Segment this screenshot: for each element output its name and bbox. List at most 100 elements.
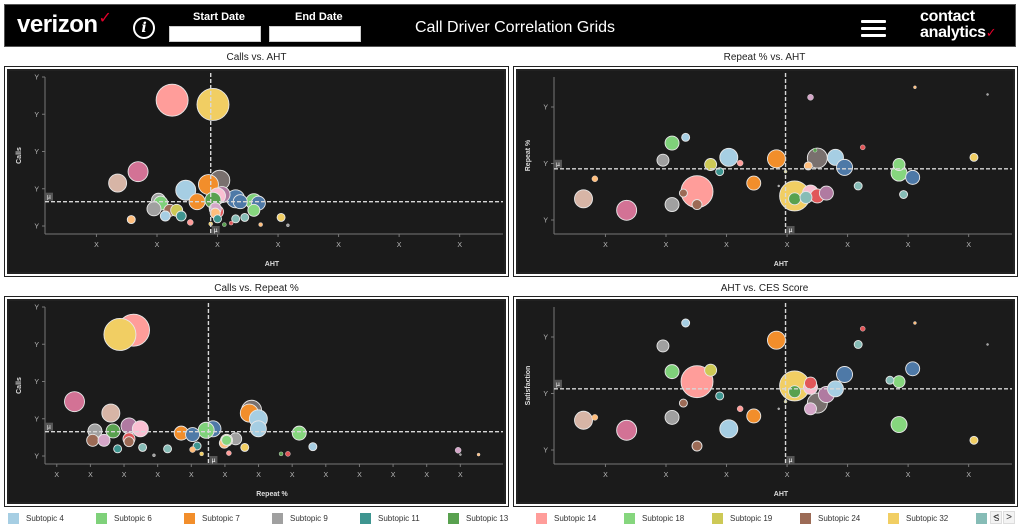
legend-item[interactable]: Subtopic 13 [448, 513, 508, 524]
bubble-point[interactable] [892, 158, 906, 171]
bubble-point[interactable] [836, 158, 854, 176]
bubble-point[interactable] [163, 444, 173, 454]
bubble-point[interactable] [827, 380, 844, 398]
bubble-point[interactable] [185, 427, 201, 443]
bubble-point[interactable] [197, 421, 215, 439]
bubble-point[interactable] [807, 94, 814, 101]
bubble-point[interactable] [123, 436, 135, 448]
bubble-point[interactable] [691, 199, 703, 211]
bubble-point[interactable] [454, 447, 462, 454]
chart-repeat-vs-aht[interactable]: Y Y Y X X X X X X X AHT Repeat % μ μ [514, 67, 1017, 276]
bubble-point[interactable] [664, 135, 680, 151]
bubble-point[interactable] [459, 453, 462, 456]
bubble-point[interactable] [913, 85, 917, 89]
bubble-point[interactable] [803, 161, 813, 171]
bubble-point[interactable] [767, 330, 786, 350]
bubble-point[interactable] [291, 425, 307, 441]
legend-item[interactable]: Subtopic 24 [800, 513, 860, 524]
bubble-point[interactable] [804, 402, 817, 416]
bubble-point[interactable] [704, 158, 718, 171]
bubble-point[interactable] [131, 420, 149, 438]
bubble-point[interactable] [231, 214, 241, 224]
bubble-point[interactable] [890, 416, 908, 433]
bubble-point[interactable] [175, 179, 197, 201]
bubble-point[interactable] [860, 326, 866, 332]
bubble-point[interactable] [746, 175, 762, 191]
info-icon[interactable]: i [133, 17, 155, 39]
bubble-point[interactable] [715, 167, 725, 177]
bubble-point[interactable] [247, 203, 261, 217]
legend-item[interactable]: Subtopic 14 [536, 513, 596, 524]
bubble-point[interactable] [885, 375, 895, 385]
bubble-point[interactable] [736, 159, 744, 167]
bubble-point[interactable] [103, 318, 137, 351]
bubble-point[interactable] [664, 364, 680, 380]
bubble-point[interactable] [656, 153, 670, 167]
bubble-point[interactable] [853, 340, 863, 349]
bubble-point[interactable] [155, 83, 189, 117]
bubble-point[interactable] [476, 452, 481, 457]
bubble-point[interactable] [187, 219, 194, 226]
bubble-point[interactable] [240, 442, 250, 452]
bubble-point[interactable] [804, 376, 817, 390]
bubble-point[interactable] [905, 169, 921, 185]
bubble-point[interactable] [836, 366, 854, 383]
end-date-input[interactable] [269, 26, 361, 42]
bubble-point[interactable] [199, 451, 204, 457]
bubble-point[interactable] [196, 88, 230, 121]
legend-item[interactable]: Subtopic 6 [96, 513, 152, 524]
bubble-point[interactable] [680, 365, 714, 399]
chart-calls-vs-repeat[interactable]: Y Y Y Y Y X X X X X X X X X X X X X Repeat % Calls μ μ [5, 297, 508, 506]
bubble-point[interactable] [226, 450, 232, 456]
bubble-point[interactable] [691, 440, 703, 452]
bubble-point[interactable] [591, 175, 599, 183]
bubble-point[interactable] [719, 419, 739, 439]
legend-item[interactable]: Subtopic 4 [8, 513, 64, 524]
bubble-point[interactable] [715, 391, 725, 401]
bubble-point[interactable] [616, 419, 638, 441]
bubble-point[interactable] [986, 343, 989, 346]
bubble-point[interactable] [777, 184, 780, 188]
bubble-point[interactable] [574, 189, 593, 209]
legend-item[interactable]: Subtopic 11 [360, 513, 420, 524]
bubble-point[interactable] [127, 161, 149, 183]
bubble-point[interactable] [860, 144, 866, 151]
bubble-point[interactable] [664, 409, 680, 425]
hamburger-menu-icon[interactable] [861, 20, 886, 38]
bubble-point[interactable] [656, 339, 670, 353]
legend-item[interactable]: Subtopic 9 [272, 513, 328, 524]
bubble-point[interactable] [788, 192, 802, 206]
legend-prev-button[interactable]: < [990, 511, 1002, 524]
bubble-point[interactable] [899, 190, 909, 199]
bubble-point[interactable] [969, 152, 979, 162]
chart-calls-vs-aht[interactable]: Y Y Y Y Y X X X X X X X AHT Calls μ μ [5, 67, 508, 276]
bubble-point[interactable] [64, 391, 85, 413]
chart-aht-vs-ces[interactable]: Y Y Y X X X X X X X AHT Satisfaction μ μ [514, 297, 1017, 506]
bubble-point[interactable] [704, 363, 718, 377]
bubble-point[interactable] [175, 210, 187, 222]
bubble-point[interactable] [719, 147, 739, 167]
bubble-point[interactable] [240, 212, 250, 222]
bubble-point[interactable] [746, 408, 762, 424]
bubble-point[interactable] [788, 385, 802, 399]
bubble-point[interactable] [189, 446, 196, 453]
legend-item[interactable]: S [976, 513, 1000, 524]
bubble-point[interactable] [221, 434, 233, 446]
bubble-point[interactable] [969, 435, 979, 445]
bubble-point[interactable] [799, 190, 813, 204]
legend-item[interactable]: Subtopic 7 [184, 513, 240, 524]
bubble-point[interactable] [678, 398, 688, 408]
legend-item[interactable]: Subtopic 18 [624, 513, 684, 524]
bubble-point[interactable] [159, 210, 171, 222]
bubble-point[interactable] [986, 93, 989, 96]
bubble-point[interactable] [285, 451, 291, 457]
bubble-point[interactable] [681, 318, 691, 328]
legend-next-button[interactable]: > [1003, 511, 1015, 524]
bubble-point[interactable] [152, 453, 156, 457]
bubble-point[interactable] [905, 361, 921, 377]
start-date-input[interactable] [169, 26, 261, 42]
bubble-point[interactable] [138, 442, 148, 452]
bubble-point[interactable] [616, 199, 638, 221]
bubble-point[interactable] [853, 181, 863, 191]
bubble-point[interactable] [97, 433, 111, 447]
